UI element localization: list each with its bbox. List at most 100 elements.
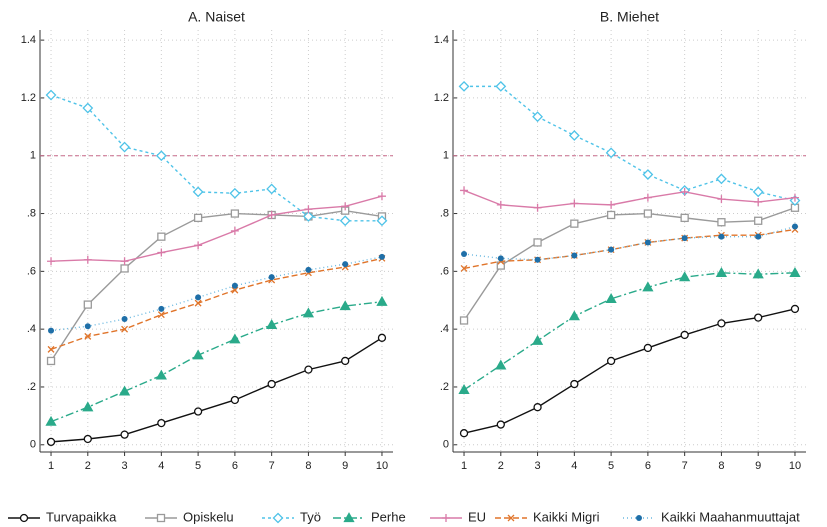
legend-marker <box>442 514 450 522</box>
marker <box>789 266 801 277</box>
marker <box>230 395 240 405</box>
marker <box>570 219 579 228</box>
marker <box>717 218 726 227</box>
series-line <box>50 94 382 222</box>
y-tick-label: .6 <box>440 265 449 277</box>
legend-marker <box>507 514 515 522</box>
marker <box>605 147 617 159</box>
marker <box>460 186 469 195</box>
marker <box>119 141 130 153</box>
marker <box>606 356 616 366</box>
y-tick-label: 1.2 <box>434 92 449 104</box>
marker <box>680 330 689 340</box>
legend-marker <box>19 513 29 523</box>
y-tick-label: .8 <box>440 207 449 219</box>
x-tick-label: 7 <box>682 460 688 472</box>
chart-title: A. Naiset <box>188 9 245 25</box>
marker <box>305 266 312 273</box>
marker <box>120 430 129 439</box>
marker <box>716 173 727 185</box>
marker <box>458 384 470 395</box>
marker <box>267 210 276 219</box>
x-tick-label: 9 <box>755 460 761 472</box>
marker <box>83 434 92 444</box>
marker <box>717 319 726 328</box>
marker <box>339 215 351 227</box>
marker <box>84 323 91 330</box>
marker <box>570 199 579 208</box>
marker <box>680 213 689 223</box>
marker <box>679 271 691 282</box>
marker <box>533 238 542 247</box>
x-tick-label: 6 <box>645 460 651 472</box>
marker <box>532 111 543 123</box>
y-tick-label: .2 <box>27 381 36 393</box>
marker <box>158 305 165 312</box>
marker <box>47 345 55 353</box>
marker <box>642 281 654 292</box>
marker <box>534 256 541 263</box>
y-tick-label: 1 <box>443 150 449 162</box>
marker <box>303 211 314 222</box>
legend-label: Perhe <box>371 509 406 524</box>
marker <box>790 193 799 202</box>
x-tick-label: 2 <box>498 460 504 472</box>
legend-label: Kaikki Migri <box>533 509 600 524</box>
marker <box>118 385 131 396</box>
marker <box>643 193 652 202</box>
marker <box>82 102 94 114</box>
marker <box>120 264 129 273</box>
legend-label: Kaikki Maahanmuuttajat <box>661 509 800 524</box>
marker <box>155 150 167 162</box>
marker <box>229 187 241 199</box>
marker <box>229 333 241 344</box>
marker <box>754 197 763 206</box>
marker <box>341 202 350 211</box>
y-tick-label: .6 <box>27 265 36 277</box>
x-tick-label: 9 <box>342 460 348 472</box>
series-line <box>464 85 796 202</box>
marker <box>304 365 313 374</box>
marker <box>754 313 763 322</box>
marker <box>571 252 578 259</box>
y-tick-label: .4 <box>27 323 36 335</box>
series-line <box>463 272 795 391</box>
marker <box>606 210 616 220</box>
x-tick-label: 2 <box>85 460 91 472</box>
marker <box>157 311 165 319</box>
marker <box>643 209 653 218</box>
marker <box>46 356 56 366</box>
y-tick-label: 0 <box>30 439 36 451</box>
marker <box>752 186 764 198</box>
marker <box>121 325 129 333</box>
marker <box>568 310 580 321</box>
y-tick-label: 1 <box>30 150 36 162</box>
legend-marker <box>636 515 642 521</box>
marker <box>195 294 202 301</box>
series-line <box>463 189 796 209</box>
legend-label: Työ <box>300 509 321 524</box>
marker <box>304 205 313 214</box>
series-line <box>50 209 383 362</box>
marker <box>155 369 167 380</box>
marker <box>376 295 388 306</box>
marker <box>458 80 470 92</box>
marker <box>496 200 505 209</box>
marker <box>495 80 507 92</box>
marker <box>47 257 56 266</box>
marker <box>495 359 507 370</box>
marker <box>231 286 239 294</box>
x-tick-label: 8 <box>718 460 724 472</box>
x-tick-label: 10 <box>789 460 801 472</box>
marker <box>717 195 726 204</box>
marker <box>266 318 278 329</box>
marker <box>755 233 762 240</box>
marker <box>460 264 468 272</box>
legend-label: Opiskelu <box>183 509 234 524</box>
series-line <box>50 337 383 443</box>
y-tick-label: .4 <box>440 323 449 335</box>
marker <box>230 209 240 218</box>
marker <box>192 186 204 198</box>
marker <box>533 203 542 212</box>
marker <box>642 169 654 180</box>
